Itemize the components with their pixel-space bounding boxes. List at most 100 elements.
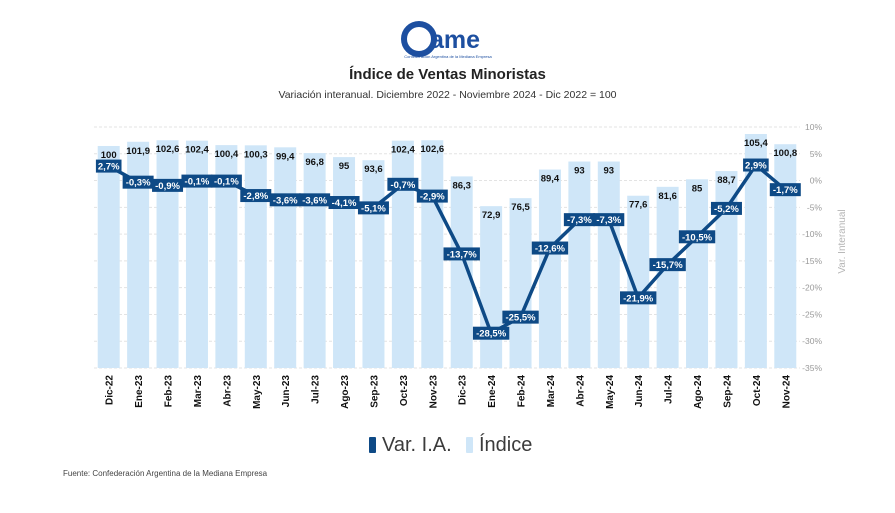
var-label-box [95, 159, 122, 173]
var-label-box [152, 178, 184, 192]
var-value-label: -7,3% [567, 215, 592, 226]
logo-circle [401, 21, 437, 57]
var-label-box [593, 213, 625, 227]
chart-subtitle: Variación interanual. Diciembre 2022 - N… [278, 89, 617, 101]
bar [715, 171, 738, 368]
var-value-label: -1,7% [773, 185, 798, 196]
var-label-box [443, 247, 480, 261]
x-tick-label: Nov-23 [428, 375, 439, 409]
var-label-box [472, 326, 510, 340]
x-tick-label: May-23 [252, 375, 263, 409]
bar-value-label: 99,4 [276, 151, 295, 162]
bar [568, 161, 591, 368]
legend: Var. I.A. Índice [369, 433, 532, 456]
y2-tick-label: -15% [802, 256, 822, 266]
legend-label-var: Var. I.A. [382, 434, 452, 456]
var-label-box [563, 213, 595, 227]
bar [538, 169, 561, 368]
bar-value-label: 100,4 [214, 149, 238, 160]
bar [362, 160, 385, 368]
var-value-label: -10,5% [682, 232, 713, 243]
x-tick-label: Ago-23 [340, 375, 351, 409]
var-value-label: -15,7% [653, 260, 684, 271]
bar [656, 186, 679, 368]
var-value-label: -3,6% [273, 195, 298, 206]
bar-value-label: 100,3 [244, 149, 268, 160]
var-label-box [299, 193, 331, 207]
bar-value-label: 95 [339, 161, 350, 172]
var-value-label: 2,9% [745, 161, 767, 172]
bar [244, 145, 267, 368]
var-label-box [531, 241, 569, 255]
bar [627, 195, 650, 368]
bar [215, 145, 238, 368]
var-value-label: -0,3% [126, 178, 151, 189]
legend-label-indice: Índice [479, 433, 532, 456]
source-note: Fuente: Confederación Argentina de la Me… [63, 469, 268, 478]
axes: 10% 5% 0% -5% -10% -15% -20% -25% -30% -35% Var. I… [105, 122, 848, 409]
x-tick-label: Feb-24 [517, 375, 528, 408]
var-label-box [357, 201, 389, 215]
x-tick-label: Nov-24 [781, 375, 792, 409]
bar [156, 140, 179, 368]
var-value-label: -25,5% [505, 313, 536, 324]
x-tick-label: Sep-24 [722, 375, 733, 408]
bar [391, 140, 414, 368]
var-label-box [769, 183, 801, 197]
var-label-box [743, 158, 769, 172]
y2-axis-label: Var. Interanual [837, 209, 848, 273]
var-value-label: -0,1% [214, 177, 239, 188]
bar [274, 147, 297, 368]
x-tick-label: Dic-22 [105, 375, 116, 405]
bar-value-label: 101,9 [126, 146, 150, 157]
x-tick-label: Ene-24 [487, 375, 498, 408]
bar-value-label: 93 [604, 166, 615, 177]
var-value-label: 2,7% [98, 162, 120, 173]
x-tick-label: Sep-23 [369, 375, 380, 408]
logo-caption: Confederación Argentina de la Mediana Em… [404, 54, 492, 59]
bar-value-label: 102,6 [420, 144, 444, 155]
y2-tick-label: -25% [802, 309, 822, 319]
bar [509, 198, 532, 368]
x-tick-label: Abr-24 [575, 375, 586, 407]
logo-text: ame [430, 26, 480, 54]
x-tick-label: Oct-24 [752, 375, 763, 407]
bar [127, 141, 150, 368]
var-label-box [181, 174, 213, 188]
var-value-label: -4,1% [332, 198, 357, 209]
var-value-label: -0,1% [185, 177, 210, 188]
bar-value-label: 102,4 [185, 145, 209, 156]
x-tick-label: Mar-24 [546, 375, 557, 408]
y2-tick-label: -30% [802, 336, 822, 346]
var-value-label: -7,3% [596, 215, 621, 226]
var-label-box [502, 310, 539, 324]
var-label-box [710, 201, 742, 215]
var-label-box [649, 258, 686, 272]
var-value-label: -2,9% [420, 192, 445, 203]
y2-tick-label: -20% [802, 283, 822, 293]
var-line: 2,7%-0,3% -0,9% -0,1% -0,1%-2,8% -3,6% -3,6% -… [95, 158, 801, 340]
x-tick-label: Oct-23 [399, 375, 410, 407]
x-tick-label: Ago-24 [693, 375, 704, 409]
var-value-label: -5,1% [361, 203, 386, 214]
x-tick-label: Jul-23 [311, 375, 322, 404]
x-tick-label: Abr-23 [222, 375, 233, 407]
bar [185, 140, 208, 368]
x-tick-label: Jun-23 [281, 375, 292, 408]
bar-value-label: 85 [692, 183, 703, 194]
y2-tick-label: 10% [805, 122, 822, 132]
var-label-box [328, 196, 360, 210]
bar-value-label: 93,6 [364, 164, 383, 175]
x-tick-label: Dic-23 [458, 375, 469, 405]
var-value-label: -2,8% [243, 191, 268, 202]
bar-value-label: 89,4 [541, 174, 560, 185]
var-value-label: -21,9% [623, 293, 654, 304]
bar [480, 206, 503, 368]
bar-value-label: 102,6 [156, 144, 180, 155]
y2-tick-label: -35% [802, 363, 822, 373]
var-value-label: -28,5% [476, 329, 507, 340]
bar-value-label: 88,7 [717, 175, 736, 186]
bar-value-label: 100,8 [773, 148, 797, 159]
y2-tick-label: -5% [807, 202, 823, 212]
